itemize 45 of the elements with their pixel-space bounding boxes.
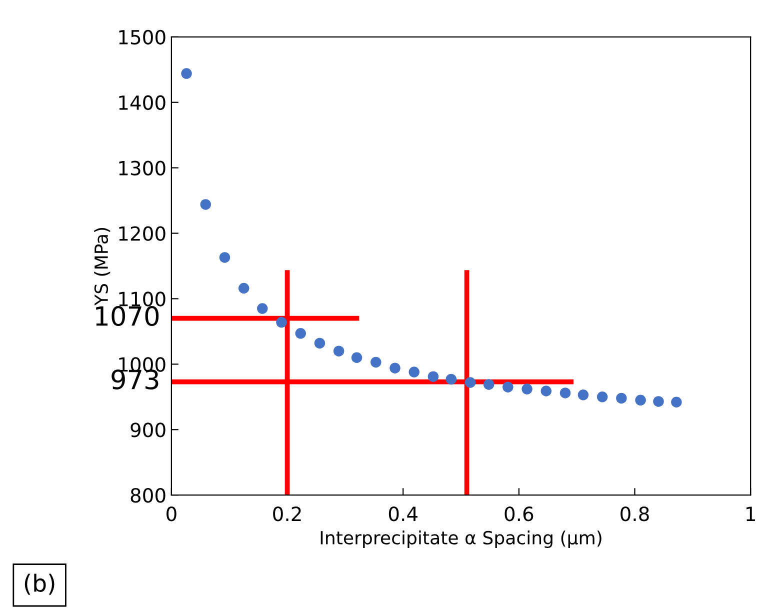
- point: [276, 316, 287, 328]
- point: [502, 382, 514, 392]
- x-tick-label: 0.4: [388, 506, 418, 522]
- point: [522, 384, 532, 394]
- point: [238, 282, 250, 294]
- x-tick-label: 0.8: [620, 506, 649, 522]
- point: [314, 338, 326, 349]
- point: [390, 362, 400, 374]
- point: [219, 252, 230, 263]
- point: [464, 377, 476, 388]
- point: [408, 366, 420, 378]
- point: [181, 68, 192, 79]
- x-tick-label: 0.6: [504, 506, 534, 522]
- point: [653, 396, 664, 407]
- point: [616, 392, 627, 404]
- point: [560, 388, 571, 398]
- x-axis-title: Interprecipitate α Spacing (µm): [320, 530, 602, 548]
- point: [540, 386, 552, 396]
- point: [671, 396, 682, 408]
- y-tick-label: 1400: [119, 95, 166, 110]
- y-axis-title: YS (MPa): [94, 228, 110, 306]
- y-tick-label: 1200: [119, 226, 166, 241]
- point: [295, 328, 306, 339]
- point: [256, 303, 268, 314]
- x-tick-label: 0: [166, 506, 176, 522]
- point: [635, 394, 646, 406]
- point: [333, 346, 344, 356]
- x-tick-label: 0.2: [273, 506, 301, 522]
- text: (b): [24, 574, 54, 595]
- x-tick-label: 1: [746, 506, 755, 521]
- y-tick-label: 1100: [119, 292, 166, 306]
- point: [596, 392, 608, 402]
- point: [578, 390, 589, 400]
- annotation: 1070: [96, 306, 159, 326]
- y-tick-label: 900: [130, 422, 166, 438]
- point: [483, 379, 494, 390]
- y-tick-label: 1300: [119, 160, 166, 176]
- point: [200, 199, 211, 210]
- point: [351, 352, 362, 363]
- point: [428, 371, 439, 382]
- point: [446, 374, 457, 385]
- point: [370, 356, 382, 368]
- annotation: 973: [112, 370, 158, 390]
- y-tick-label: 1500: [119, 30, 166, 45]
- y-tick-label: 800: [130, 488, 166, 503]
